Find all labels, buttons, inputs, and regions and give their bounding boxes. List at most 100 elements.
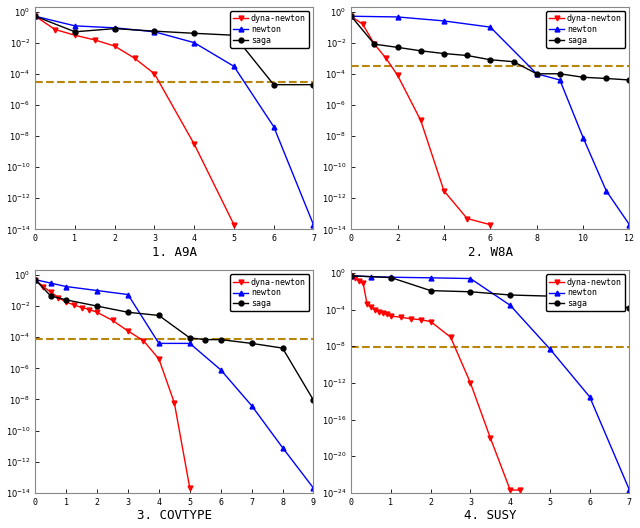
saga (371, 41, 378, 48)
saga (310, 81, 317, 88)
dyna-newton (387, 313, 395, 319)
saga (387, 275, 395, 281)
saga (248, 340, 255, 346)
Line: dyna-newton: dyna-newton (33, 277, 192, 491)
dyna-newton (348, 13, 355, 20)
saga (626, 77, 634, 83)
newton (62, 284, 70, 290)
dyna-newton (47, 289, 54, 295)
saga (486, 56, 494, 63)
dyna-newton (379, 310, 387, 316)
Line: saga: saga (349, 14, 632, 82)
dyna-newton (397, 314, 404, 320)
saga (31, 277, 39, 283)
saga (440, 50, 448, 56)
Line: newton: newton (33, 14, 316, 227)
Line: saga: saga (349, 274, 632, 310)
dyna-newton (351, 275, 359, 281)
saga (71, 29, 79, 35)
saga (348, 13, 355, 20)
newton (626, 487, 634, 493)
newton (31, 13, 39, 20)
saga (579, 74, 587, 80)
newton (217, 366, 225, 373)
dyna-newton (359, 280, 367, 286)
dyna-newton (155, 356, 163, 362)
dyna-newton (407, 316, 415, 322)
saga (506, 292, 514, 298)
dyna-newton (371, 41, 378, 48)
newton (278, 445, 286, 451)
saga (556, 71, 564, 77)
dyna-newton (355, 277, 363, 284)
dyna-newton (93, 309, 101, 315)
saga (190, 30, 198, 36)
dyna-newton (109, 317, 116, 324)
Line: dyna-newton: dyna-newton (33, 14, 236, 227)
newton (150, 29, 158, 35)
newton (602, 187, 610, 194)
saga (124, 309, 132, 315)
saga (217, 336, 225, 343)
newton (427, 275, 435, 281)
saga (270, 81, 278, 88)
dyna-newton (91, 37, 99, 43)
dyna-newton (463, 215, 471, 222)
saga (202, 336, 209, 343)
Legend: dyna-newton, newton, saga: dyna-newton, newton, saga (546, 11, 625, 48)
saga (93, 303, 101, 309)
saga (509, 59, 517, 65)
saga (533, 71, 541, 77)
saga (31, 13, 39, 20)
dyna-newton (359, 21, 367, 27)
dyna-newton (364, 301, 371, 307)
dyna-newton (417, 117, 424, 124)
newton (556, 77, 564, 83)
saga (348, 272, 355, 279)
dyna-newton (71, 32, 79, 39)
Line: newton: newton (33, 277, 316, 491)
newton (467, 276, 474, 282)
newton (310, 485, 317, 491)
newton (533, 71, 541, 77)
X-axis label: 1. A9A: 1. A9A (152, 246, 197, 259)
newton (155, 340, 163, 346)
saga (230, 32, 238, 39)
dyna-newton (516, 487, 524, 493)
X-axis label: 2. W8A: 2. W8A (468, 246, 513, 259)
X-axis label: 3. COVTYPE: 3. COVTYPE (137, 510, 212, 522)
dyna-newton (170, 400, 178, 406)
newton (486, 24, 494, 30)
newton (270, 124, 278, 130)
dyna-newton (230, 222, 238, 228)
newton (387, 274, 395, 280)
saga (463, 52, 471, 59)
dyna-newton (77, 305, 85, 311)
saga (155, 312, 163, 318)
saga (111, 25, 118, 32)
dyna-newton (382, 55, 390, 61)
saga (150, 28, 158, 34)
Line: saga: saga (33, 277, 316, 402)
newton (394, 14, 401, 20)
saga (62, 297, 70, 303)
newton (186, 340, 194, 346)
Line: dyna-newton: dyna-newton (349, 274, 523, 493)
newton (506, 302, 514, 308)
dyna-newton (111, 43, 118, 49)
Line: newton: newton (349, 274, 632, 493)
dyna-newton (190, 141, 198, 147)
dyna-newton (131, 55, 138, 61)
newton (348, 272, 355, 279)
dyna-newton (447, 334, 454, 341)
newton (626, 222, 634, 228)
dyna-newton (54, 295, 62, 301)
dyna-newton (86, 306, 93, 313)
newton (440, 18, 448, 24)
newton (546, 346, 554, 352)
Line: newton: newton (349, 14, 632, 227)
dyna-newton (124, 328, 132, 334)
dyna-newton (348, 272, 355, 279)
dyna-newton (51, 26, 59, 33)
newton (93, 287, 101, 294)
